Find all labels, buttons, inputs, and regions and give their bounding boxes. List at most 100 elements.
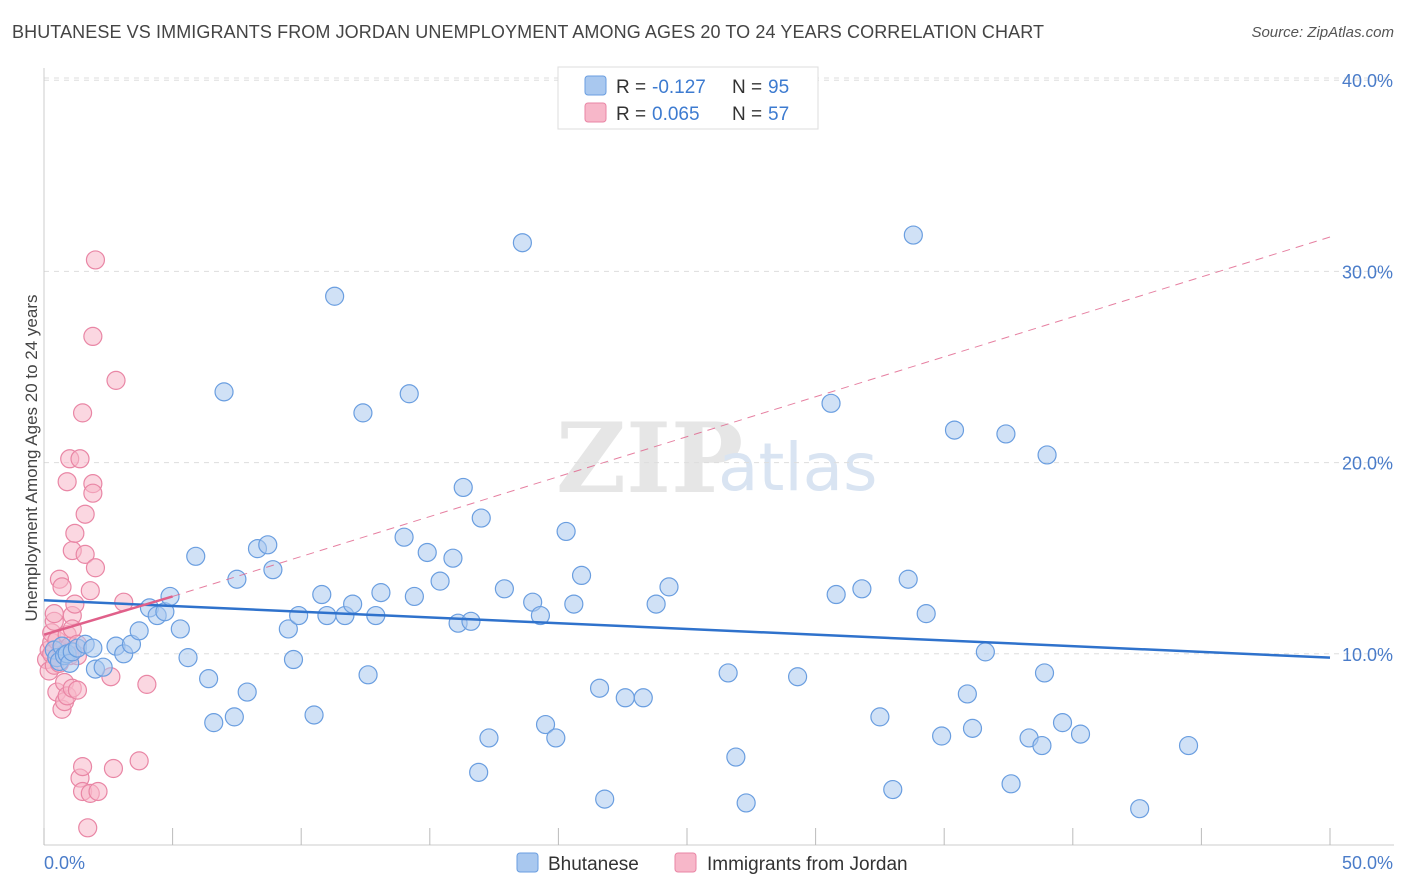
data-point-jordan [67,680,88,700]
data-point-bhutanese [263,560,283,580]
bottom-legend-label-jordan: Immigrants from Jordan [707,854,908,875]
data-point-bhutanese [453,477,473,498]
legend-n-value-bhutanese: 95 [768,77,789,98]
legend-n-label-jordan: N = [732,104,762,125]
data-point-bhutanese [633,688,653,708]
data-point-bhutanese [371,583,391,603]
data-point-jordan [83,326,103,347]
y-tick-label: 30.0% [1342,262,1393,282]
data-point-jordan [78,818,98,838]
data-point-bhutanese [479,728,499,748]
legend-r-label-jordan: R = [616,104,646,125]
data-point-bhutanese [312,584,332,605]
data-point-jordan [88,781,108,802]
y-tick-label: 40.0% [1342,71,1393,91]
data-point-jordan [129,751,149,771]
data-point-jordan [72,757,93,777]
data-point-bhutanese [325,286,345,306]
legend-swatch-bhutanese [584,75,607,96]
data-point-bhutanese [546,728,566,748]
data-point-bhutanese [646,594,666,614]
data-point-bhutanese [237,682,257,702]
data-point-jordan [72,403,93,423]
data-point-bhutanese [957,684,977,704]
data-point-jordan [44,604,64,624]
data-point-bhutanese [826,584,846,605]
data-point-bhutanese [589,678,610,698]
data-point-bhutanese [571,565,592,586]
source-credit: Source: ZipAtlas.com [1251,24,1394,41]
data-point-bhutanese [283,649,304,670]
legend-swatch-jordan [584,102,607,123]
data-point-bhutanese [962,718,983,738]
data-point-bhutanese [556,521,576,542]
data-point-jordan [137,674,157,694]
trend-line-jordan-extension [172,236,1331,597]
x-ticks [43,828,1331,845]
data-point-bhutanese [1034,663,1055,683]
data-point-jordan [75,544,95,564]
data-point-bhutanese [787,667,808,687]
data-point-bhutanese [461,611,481,631]
bottom-legend-swatch-jordan [674,852,697,873]
y-tick-label: 20.0% [1342,454,1393,474]
y-axis-label: Unemployment Among Ages 20 to 24 years [22,295,41,622]
y-tick-label: 10.0% [1342,645,1393,665]
data-point-bhutanese [530,605,550,626]
data-point-bhutanese [214,382,234,402]
data-point-jordan [106,370,126,390]
data-point-bhutanese [718,663,738,683]
data-point-bhutanese [443,548,463,568]
trend-line-jordan [43,595,173,636]
data-point-bhutanese [494,579,514,599]
bottom-legend-label-bhutanese: Bhutanese [548,854,639,875]
data-point-bhutanese [317,605,337,626]
bottom-legend-swatch-bhutanese [516,852,539,873]
data-point-jordan [52,577,72,597]
x-tick-label-max: 50.0% [1342,853,1393,873]
data-point-bhutanese [129,621,149,641]
data-point-bhutanese [93,657,113,677]
data-point-bhutanese [975,642,995,662]
data-point-bhutanese [615,688,635,708]
data-point-bhutanese [394,527,414,547]
legend-box: R = -0.127 N = 95 R = 0.065 N = 57 [557,66,819,130]
data-point-bhutanese [343,594,363,614]
data-point-bhutanese [726,747,746,767]
data-point-bhutanese [83,638,103,658]
x-tick-label-min: 0.0% [44,853,85,873]
data-point-bhutanese [1032,735,1052,756]
data-point-jordan [65,594,85,614]
data-point-bhutanese [471,508,491,528]
data-point-bhutanese [227,569,247,589]
data-point-jordan [85,558,106,578]
data-point-bhutanese [1130,799,1150,819]
bottom-legend: Bhutanese Immigrants from Jordan [516,852,908,875]
data-point-bhutanese [304,705,324,725]
legend-r-label-bhutanese: R = [616,77,646,98]
legend-n-label-bhutanese: N = [732,77,762,98]
data-point-bhutanese [278,619,298,639]
data-point-bhutanese [1001,774,1021,794]
data-point-bhutanese [204,713,224,733]
data-point-jordan [57,472,77,492]
trend-line-bhutanese [43,599,1331,659]
data-point-bhutanese [1178,735,1199,756]
data-point-jordan [83,483,103,503]
y-tick-labels: 10.0% 20.0% 30.0% 40.0% [1342,71,1393,665]
data-point-bhutanese [903,225,923,245]
data-point-bhutanese [289,605,309,626]
axes [43,68,1394,846]
data-point-bhutanese [1052,713,1073,733]
data-point-bhutanese [564,594,584,614]
legend-r-value-bhutanese: -0.127 [652,77,706,98]
data-point-bhutanese [512,233,532,253]
chart-title: BHUTANESE VS IMMIGRANTS FROM JORDAN UNEM… [12,22,1045,42]
data-point-bhutanese [535,714,556,735]
legend-n-value-jordan: 57 [768,104,789,125]
data-point-bhutanese [736,793,756,813]
gridlines [44,77,1394,655]
data-point-bhutanese [595,789,615,809]
data-point-bhutanese [852,579,872,599]
data-point-bhutanese [404,586,424,607]
